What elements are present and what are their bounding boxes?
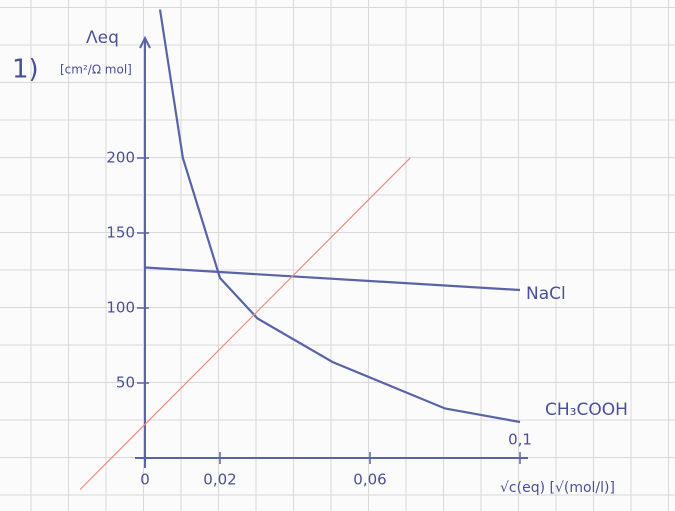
y-axis-unit: [cm²/Ω mol]	[60, 63, 132, 77]
x-axis-label: √c(eq) [√(mol/l)]	[500, 480, 615, 496]
series-line	[160, 10, 520, 423]
y-axis-label: Λeq	[86, 28, 119, 48]
y-tick-label: 150	[106, 224, 135, 242]
x-tick-label: 0,1	[508, 431, 532, 449]
y-tick-label: 200	[106, 149, 135, 167]
x-tick-label: 0,06	[353, 471, 386, 489]
series-label: NaCl	[526, 284, 566, 304]
y-tick-label: 100	[106, 299, 135, 317]
x-tick-label: 0,02	[203, 471, 236, 489]
series-line	[80, 158, 410, 490]
y-tick-label: 50	[116, 374, 135, 392]
chart: 1) Λeq [cm²/Ω mol] √c(eq) [√(mol/l)] 50 1…	[0, 0, 675, 511]
page: 1) Λeq [cm²/Ω mol] √c(eq) [√(mol/l)] 50 1…	[0, 0, 675, 511]
annotation: 1)	[12, 55, 39, 85]
x-tick-label: 0	[140, 471, 150, 489]
series-line	[145, 268, 520, 291]
series-label: CH₃COOH	[545, 400, 628, 420]
